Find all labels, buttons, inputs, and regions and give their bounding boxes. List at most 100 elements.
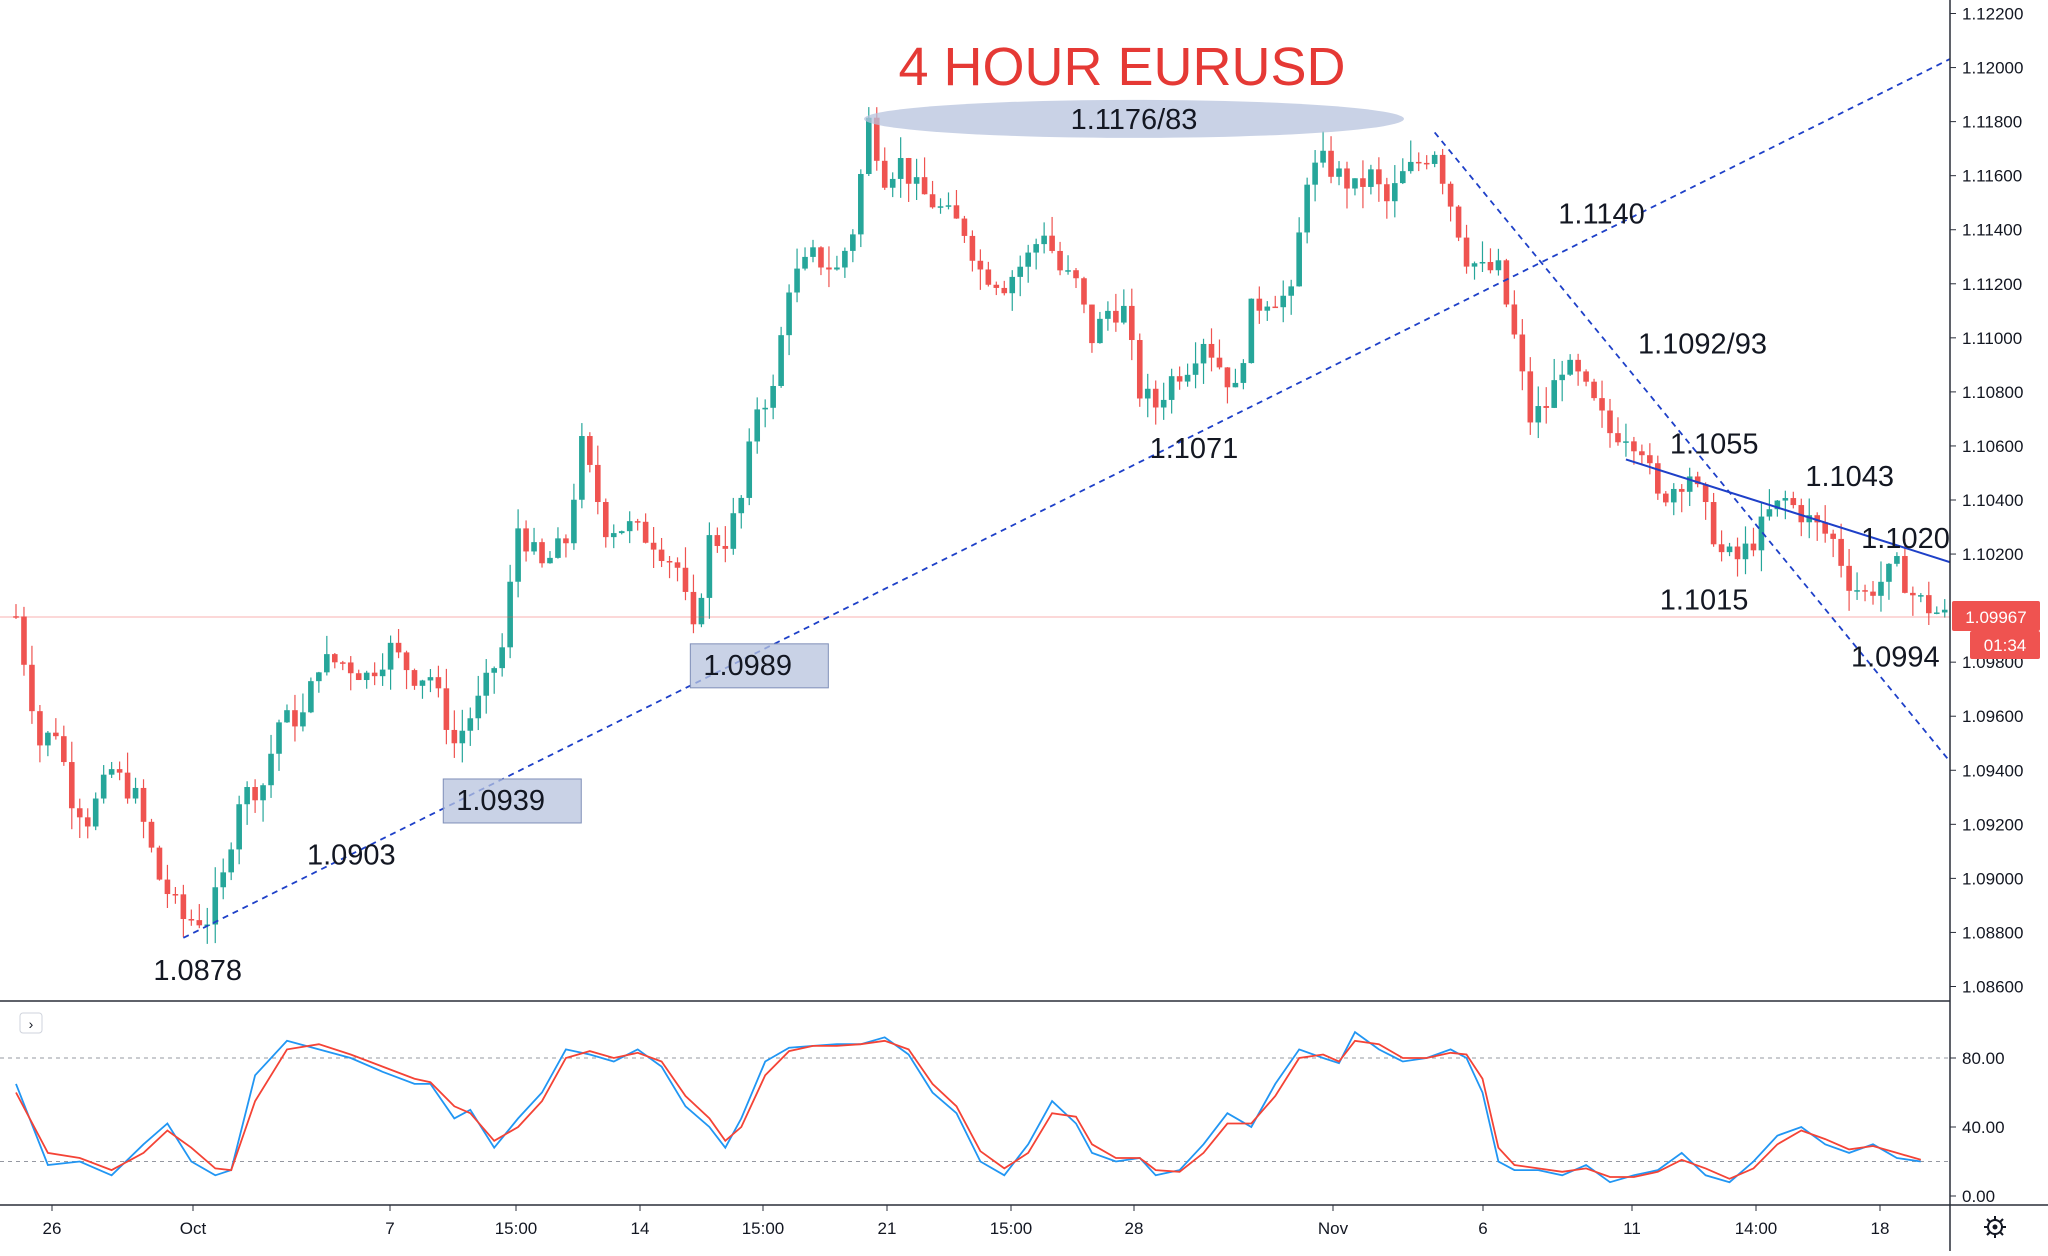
- level-highlight-box: [442, 778, 582, 824]
- candle-body: [826, 267, 832, 270]
- candle-body: [1280, 295, 1287, 308]
- candle-body: [1439, 154, 1446, 184]
- candle-body: [953, 205, 960, 219]
- candle-body: [363, 672, 370, 681]
- price-tick-label: 1.10800: [1962, 383, 2023, 402]
- level-highlight-box: [689, 643, 829, 689]
- candle-body: [1152, 388, 1159, 408]
- candle-body: [1272, 306, 1279, 309]
- candle-body: [124, 772, 131, 799]
- candle-body: [1814, 515, 1821, 523]
- stoch-d-line: [15, 1039, 1922, 1180]
- candle-body: [1487, 261, 1494, 271]
- candle-body: [1447, 183, 1454, 207]
- candle-body: [1806, 515, 1813, 523]
- candle-body: [1288, 286, 1294, 296]
- candle-body: [172, 894, 179, 896]
- candle-body: [1535, 406, 1542, 423]
- candle-body: [905, 158, 912, 184]
- candle-body: [842, 250, 848, 268]
- candle-body: [379, 669, 386, 677]
- time-tick-label: 15:00: [495, 1219, 538, 1238]
- candle-body: [650, 542, 657, 550]
- candle-body: [1718, 544, 1725, 553]
- trendline-rising-support: [182, 58, 1950, 939]
- candle-body: [698, 597, 705, 625]
- candle-body: [762, 407, 768, 410]
- candle-body: [1136, 340, 1143, 399]
- candle-body: [1184, 374, 1191, 382]
- candle-body: [1129, 305, 1135, 341]
- candle-body: [1463, 237, 1470, 267]
- candle-body: [1647, 455, 1653, 464]
- candle-body: [595, 464, 601, 503]
- candle-body: [539, 542, 545, 564]
- price-tick-label: 1.08800: [1962, 923, 2023, 942]
- candle-body: [411, 670, 418, 686]
- candle-body: [579, 436, 585, 500]
- candle-body: [1224, 367, 1231, 388]
- candle-body: [1918, 595, 1924, 597]
- level-highlight-ellipse: [864, 99, 1404, 138]
- candle-body: [929, 194, 936, 208]
- time-tick-label: Oct: [180, 1219, 207, 1238]
- candle-body: [1304, 184, 1310, 233]
- candle-body: [1192, 363, 1199, 375]
- candle-body: [714, 535, 721, 546]
- gear-icon[interactable]: [1984, 1216, 2006, 1238]
- candle-body: [945, 205, 952, 207]
- candle-body: [212, 887, 219, 925]
- candle-body: [969, 235, 976, 261]
- candle-body: [770, 385, 776, 408]
- candle-body: [1503, 260, 1510, 305]
- pane-collapse-button[interactable]: [19, 1012, 43, 1034]
- candle-body: [499, 647, 505, 669]
- candle-body: [1686, 476, 1693, 492]
- time-tick-label: Nov: [1318, 1219, 1349, 1238]
- candle-body: [100, 774, 107, 799]
- candle-body: [1368, 169, 1374, 187]
- candle-body: [1790, 498, 1797, 506]
- candle-body: [1407, 161, 1414, 172]
- candle-body: [961, 218, 968, 236]
- candle-body: [1567, 359, 1573, 375]
- candle-body: [1902, 556, 1908, 593]
- candle-body: [610, 533, 617, 538]
- price-annotation: 1.1071: [1150, 433, 1239, 465]
- price-annotation: 1.1176/83: [1071, 104, 1198, 136]
- candle-body: [1599, 398, 1605, 411]
- candle-body: [1176, 376, 1183, 382]
- price-tick-label: 1.10600: [1962, 437, 2023, 456]
- price-tick-label: 1.09400: [1962, 761, 2023, 780]
- candle-body: [1623, 441, 1629, 443]
- candle-body: [132, 787, 139, 799]
- candle-body: [1392, 183, 1398, 202]
- candle-body: [1878, 581, 1884, 596]
- candle-body: [61, 736, 67, 763]
- price-annotation: 1.1015: [1660, 585, 1749, 617]
- candle-body: [1575, 359, 1581, 372]
- candle-body: [642, 521, 649, 543]
- candle-body: [523, 528, 529, 552]
- candle-body: [1041, 235, 1047, 245]
- candle-body: [531, 542, 537, 552]
- candle-body: [220, 872, 227, 888]
- candle-body: [850, 234, 856, 251]
- candle-body: [475, 695, 482, 719]
- time-tick-label: 14:00: [1735, 1219, 1778, 1238]
- osc-tick-label: 80.00: [1962, 1049, 2005, 1068]
- candle-body: [1296, 232, 1302, 287]
- candle-body: [1025, 252, 1031, 267]
- candle-body: [738, 497, 745, 514]
- candles-layer: [13, 107, 1948, 944]
- price-annotation: 1.1043: [1805, 461, 1894, 493]
- candle-body: [1583, 371, 1589, 382]
- candle-body: [1336, 168, 1342, 177]
- candle-body: [196, 920, 203, 926]
- candle-body: [276, 722, 282, 754]
- candle-body: [1933, 612, 1940, 614]
- candle-body: [92, 798, 99, 827]
- candle-body: [794, 268, 800, 293]
